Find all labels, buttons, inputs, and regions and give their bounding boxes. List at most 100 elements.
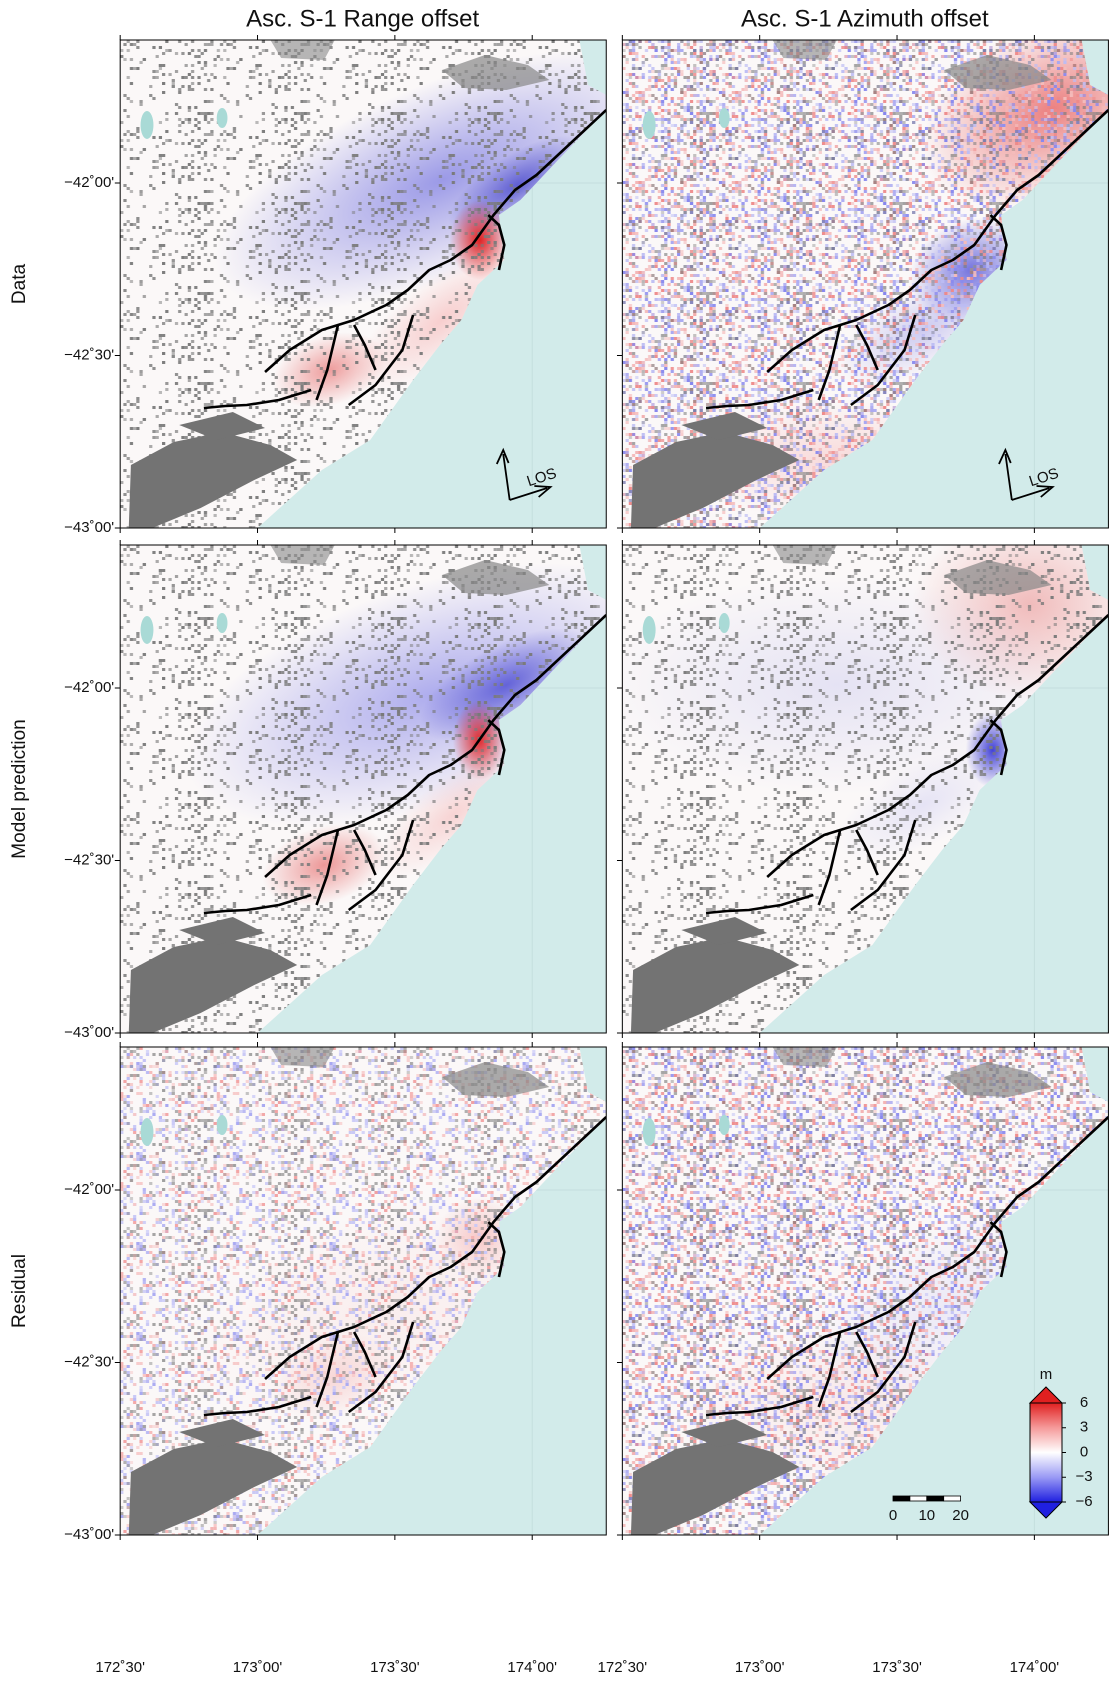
panel-frame [120, 545, 606, 1033]
no-data-area [179, 917, 266, 945]
no-data-area [772, 40, 837, 60]
fault-trace [354, 830, 375, 875]
map-content [622, 40, 1109, 528]
fault-trace [317, 830, 338, 905]
map-content [120, 545, 607, 1033]
panel-frame [622, 1047, 1108, 1535]
lake [718, 613, 730, 633]
los-indicator [999, 450, 1053, 500]
lake [216, 613, 228, 633]
lat-tick-label: −42˚00' [64, 174, 114, 191]
map-content [622, 545, 1109, 1033]
no-data-area [442, 1062, 550, 1097]
no-data-area [772, 545, 837, 565]
panel-frame [120, 40, 606, 528]
map-panel [601, 510, 1112, 1038]
no-data-area [772, 1047, 837, 1067]
fault-trace [317, 1332, 338, 1407]
lake [642, 1118, 656, 1146]
colorbar-unit: m [1040, 1366, 1053, 1383]
no-data-area [128, 937, 298, 1033]
fault-trace [851, 820, 915, 910]
scale-segment [926, 1495, 945, 1502]
no-data-area [630, 1439, 800, 1535]
no-data-area [630, 937, 800, 1033]
column-title: Asc. S-1 Azimuth offset [741, 5, 989, 32]
fault-trace [990, 1222, 1006, 1277]
fault-trace [856, 325, 877, 370]
fault-trace [265, 1117, 606, 1379]
no-data-area [179, 1419, 266, 1447]
scale-segment [909, 1495, 928, 1502]
lake [642, 616, 656, 644]
fault-trace [349, 820, 413, 910]
lon-tick-label: 174˚00' [507, 1659, 557, 1676]
no-data-area [442, 55, 550, 90]
lon-tick-label: 172˚30' [95, 1659, 145, 1676]
fault-trace [317, 325, 338, 400]
fault-trace [990, 215, 1006, 270]
colorbar-scale [1029, 1402, 1063, 1503]
lat-tick-label: −42˚00' [64, 679, 114, 696]
no-data-area [128, 432, 298, 528]
lon-tick-label: 173˚00' [735, 1659, 785, 1676]
fault-trace [819, 830, 840, 905]
map-content [622, 1047, 1109, 1535]
fault-trace [488, 215, 504, 270]
map-panel [115, 510, 714, 1038]
scale-segment [943, 1495, 962, 1502]
lon-tick-label: 174˚00' [1010, 1659, 1060, 1676]
map-panel [115, 0, 709, 533]
no-data-area [944, 1062, 1052, 1097]
lon-tick-label: 173˚30' [370, 1659, 420, 1676]
fault-trace [488, 1222, 504, 1277]
fault-trace [851, 1322, 915, 1412]
lat-tick-label: −43˚00' [64, 1024, 114, 1041]
no-data-area [270, 1047, 335, 1067]
panel-frame [622, 40, 1108, 528]
lake [216, 1115, 228, 1135]
fault-trace [856, 1332, 877, 1377]
fault-trace [819, 1332, 840, 1407]
fault-trace [488, 720, 504, 775]
los-indicator [497, 450, 551, 500]
map-panel [617, 1042, 1112, 1540]
panel-frame [622, 545, 1108, 1033]
scale-segment [892, 1495, 911, 1502]
scale-bar: 0 10 20 [889, 1495, 969, 1524]
colorbar-tick-label: 3 [1080, 1419, 1088, 1436]
no-data-area [442, 560, 550, 595]
fault-trace [856, 830, 877, 875]
fault-trace [204, 895, 311, 913]
lake [140, 616, 154, 644]
fault-trace [204, 1397, 311, 1415]
lake [140, 1118, 154, 1146]
lat-tick-label: −42˚00' [64, 1181, 114, 1198]
fault-trace [265, 615, 606, 877]
no-data-area [179, 412, 266, 440]
fault-trace [767, 1117, 1108, 1379]
fault-trace [204, 390, 311, 408]
fault-trace [265, 110, 606, 372]
no-data-area [681, 917, 768, 945]
lon-tick-label: 172˚30' [598, 1659, 648, 1676]
fault-trace [349, 1322, 413, 1412]
lake [718, 1115, 730, 1135]
fault-trace [990, 720, 1006, 775]
lon-tick-label: 173˚00' [233, 1659, 283, 1676]
colorbar-tick-label: −6 [1075, 1493, 1092, 1510]
lake [718, 108, 730, 128]
row-label: Model prediction [9, 719, 30, 858]
no-data-area [944, 560, 1052, 595]
panel-frame [120, 1047, 606, 1535]
fault-trace [349, 315, 413, 405]
lake [216, 108, 228, 128]
lat-tick-label: −42˚30' [64, 851, 114, 868]
fault-trace [767, 110, 1108, 372]
scale-label: 20 [952, 1507, 969, 1524]
fault-trace [706, 390, 813, 408]
los-arrow [999, 450, 1053, 500]
fault-trace [354, 1332, 375, 1377]
lon-tick-label: 173˚30' [872, 1659, 922, 1676]
